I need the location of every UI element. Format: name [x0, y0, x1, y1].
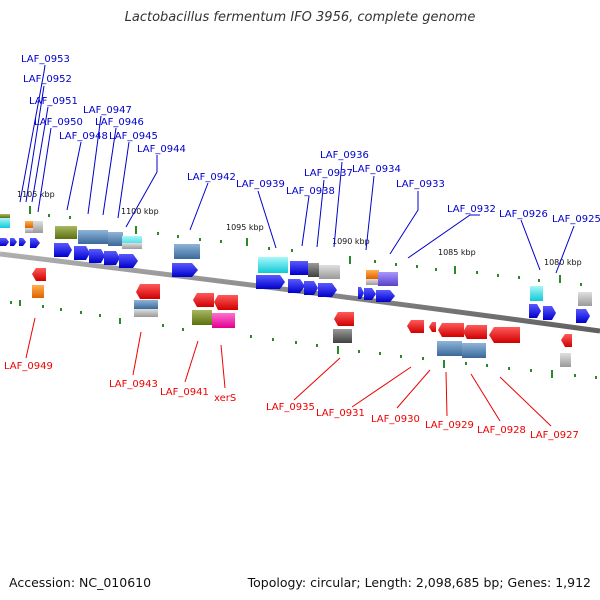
map-title: Lactobacillus fermentum IFO 3956, comple…: [124, 10, 476, 25]
forward-gene-boxes-1: [54, 226, 142, 268]
reverse-gene-boxes-1: [32, 268, 160, 317]
forward-gene-boxes-3: [256, 257, 340, 297]
reverse-leader-lines: [25, 317, 552, 427]
gene-label: LAF_0934: [352, 164, 401, 175]
gene-label: LAF_0935: [266, 402, 315, 413]
forward-gene-boxes-2: [172, 244, 200, 277]
scale-label: 1085 kbp: [438, 248, 476, 257]
scale-label: 1105 kbp: [17, 190, 55, 199]
tick-dots: [10, 214, 597, 379]
reverse-gene-boxes-2: [192, 293, 238, 328]
tick-marks: [19, 206, 561, 378]
forward-gene-arrows-left: [0, 214, 43, 248]
gene-label: LAF_0929: [425, 420, 474, 431]
gene-label: LAF_0948: [59, 131, 108, 142]
accession-text: Accession: NC_010610: [9, 575, 152, 590]
gene-label: LAF_0946: [95, 117, 144, 128]
forward-gene-boxes-5: [529, 286, 592, 323]
reverse-gene-boxes-3: [333, 312, 354, 343]
gene-label: LAF_0933: [396, 179, 445, 190]
gene-label: LAF_0931: [316, 408, 365, 419]
gene-label: xerS: [214, 393, 236, 404]
forward-gene-boxes-4: [358, 270, 398, 302]
gene-label: LAF_0943: [109, 379, 158, 390]
gene-label: LAF_0953: [21, 54, 70, 65]
scale-label: 1095 kbp: [226, 223, 264, 232]
gene-label: LAF_0937: [304, 168, 353, 179]
gene-label: LAF_0939: [236, 179, 285, 190]
gene-label: LAF_0927: [530, 430, 579, 441]
gene-label: LAF_0941: [160, 387, 209, 398]
gene-label: LAF_0949: [4, 361, 53, 372]
gene-label: LAF_0952: [23, 74, 72, 85]
forward-leader-lines: [19, 64, 575, 274]
gene-label: LAF_0932: [447, 204, 496, 215]
reverse-gene-labels: LAF_0949 LAF_0943 LAF_0941 xerS LAF_0935…: [4, 361, 579, 441]
gene-label: LAF_0926: [499, 209, 548, 220]
gene-label: LAF_0942: [187, 172, 236, 183]
genome-stats-text: Topology: circular; Length: 2,098,685 bp…: [247, 575, 591, 590]
forward-gene-labels: LAF_0953 LAF_0952 LAF_0951 LAF_0950 LAF_…: [21, 54, 600, 225]
gene-label: LAF_0928: [477, 425, 526, 436]
gene-label: LAF_0925: [552, 214, 600, 225]
scale-label: 1090 kbp: [332, 237, 370, 246]
gene-label: LAF_0930: [371, 414, 420, 425]
gene-label: LAF_0936: [320, 150, 369, 161]
gene-label: LAF_0950: [34, 117, 83, 128]
gene-label: LAF_0938: [286, 186, 335, 197]
gene-label: LAF_0945: [109, 131, 158, 142]
gene-label: LAF_0951: [29, 96, 78, 107]
gene-label: LAF_0947: [83, 105, 132, 116]
reverse-gene-boxes-4: [407, 320, 572, 367]
scale-label: 1100 kbp: [121, 207, 159, 216]
gene-label: LAF_0944: [137, 144, 186, 155]
scale-label: 1080 kbp: [544, 258, 582, 267]
